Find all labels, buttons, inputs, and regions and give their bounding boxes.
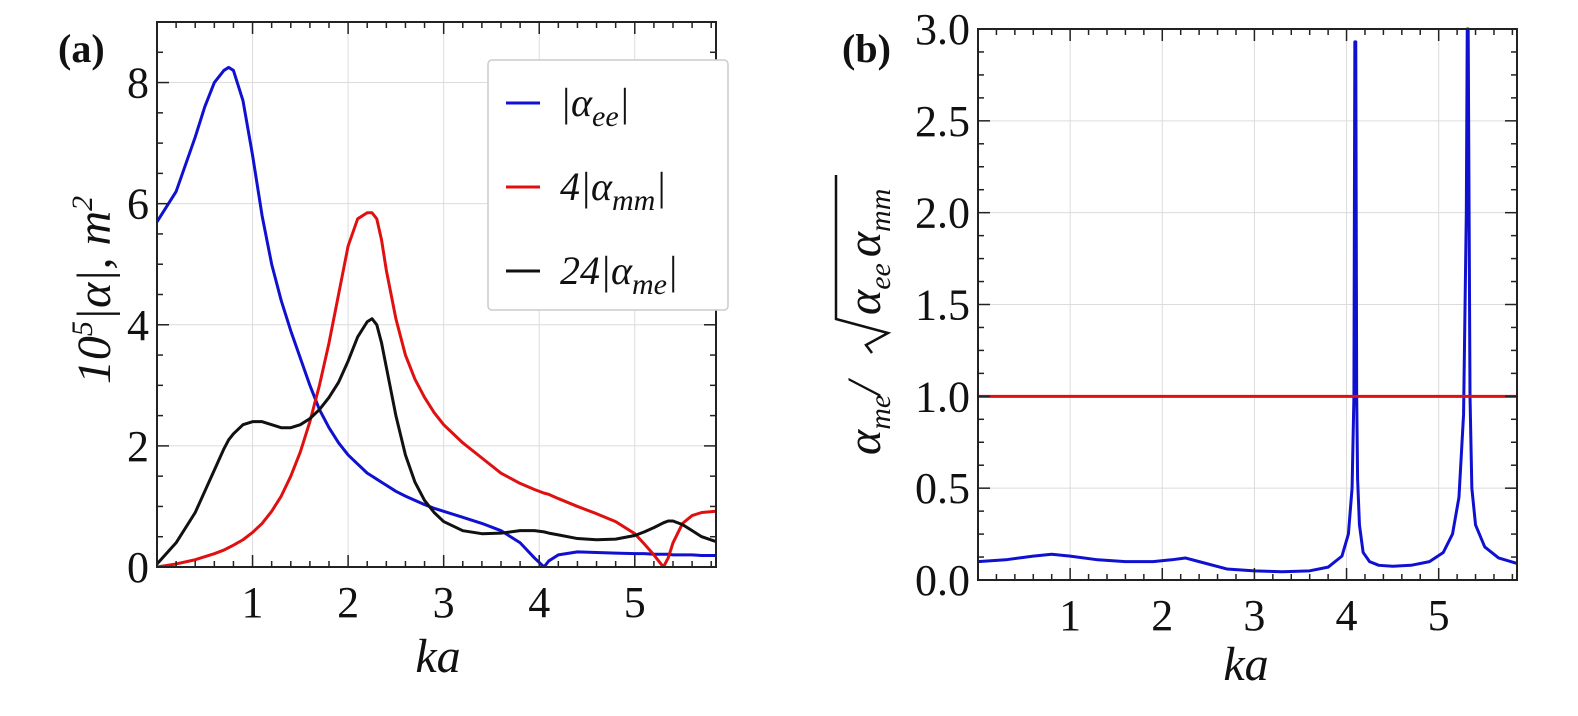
- series-group-a: [157, 65, 716, 567]
- series-group-b: [978, 27, 1517, 574]
- x-tick-label-4: 5: [624, 578, 646, 627]
- legend-entry-me: 24|αme|: [506, 248, 678, 301]
- y-tick-label-3: 6: [127, 180, 149, 229]
- ticks-b: [977, 28, 1517, 581]
- grid-b: [978, 28, 1517, 581]
- x-tick-label-3: 4: [528, 578, 550, 627]
- y-label-b-text: αme/: [838, 378, 897, 455]
- x-tick-label-2: 3: [1243, 591, 1265, 640]
- y-tick-label-3: 1.5: [915, 281, 970, 330]
- x-tick-label-1: 2: [337, 578, 359, 627]
- legend-label-me: 24|αme|: [560, 248, 678, 301]
- x-tick-label-4: 5: [1428, 591, 1450, 640]
- x-tick-label-1: 2: [1151, 591, 1173, 640]
- panel-label-a: (a): [58, 26, 105, 71]
- y-tick-label-2: 4: [127, 301, 149, 350]
- y-label-b-radicand: αeeαmm: [838, 189, 897, 315]
- series-line-a-2: [157, 317, 716, 565]
- y-axis-label-a: 105|α|, m2: [66, 196, 121, 384]
- y-tick-label-4: 2.0: [915, 189, 970, 238]
- legend-label-ee: |αee|: [560, 80, 630, 133]
- legend-label-mm: 4|αmm|: [560, 164, 666, 217]
- x-tick-label-0: 1: [242, 578, 264, 627]
- legend-a: |αee| 4|αmm| 24|αme|: [487, 59, 729, 311]
- series-line-a-1: [157, 211, 716, 567]
- y-axis-label-b: αme/ αeeαmm: [834, 175, 897, 455]
- y-tick-label-6: 3.0: [915, 5, 970, 54]
- legend-entry-mm: 4|αmm|: [506, 164, 666, 217]
- x-axis-label-a: ka: [415, 630, 460, 683]
- y-tick-label-1: 0.5: [915, 464, 970, 513]
- series-line-b-0: [978, 27, 1517, 574]
- tick-labels-b: 1 2 3 4 5 0.0 0.5 1.0 1.5 2.0 2.5 3.0: [915, 5, 1450, 640]
- sqrt-sign: [834, 175, 892, 354]
- panel-a: 1 2 3 4 5 0 2 4 6 8 (a) ka 105|α|, m2 |αee| 4|αmm…: [58, 21, 729, 683]
- y-tick-label-4: 8: [127, 59, 149, 108]
- ticks-a: [156, 21, 716, 568]
- y-tick-label-2: 1.0: [915, 372, 970, 421]
- y-tick-label-0: 0.0: [915, 556, 970, 605]
- y-tick-label-1: 2: [127, 422, 149, 471]
- x-tick-label-2: 3: [433, 578, 455, 627]
- panel-label-b: (b): [842, 26, 891, 71]
- y-tick-label-5: 2.5: [915, 97, 970, 146]
- legend-entry-ee: |αee|: [506, 80, 630, 133]
- legend-box: [487, 59, 729, 311]
- x-tick-label-3: 4: [1336, 591, 1358, 640]
- x-axis-label-b: ka: [1223, 638, 1268, 691]
- x-tick-label-0: 1: [1059, 591, 1081, 640]
- panel-b: 1 2 3 4 5 0.0 0.5 1.0 1.5 2.0 2.5 3.0 (b) ka αme/ α…: [834, 5, 1518, 691]
- series-line-a-0: [157, 65, 716, 567]
- y-tick-label-0: 0: [127, 543, 149, 592]
- tick-labels-a: 1 2 3 4 5 0 2 4 6 8: [127, 59, 646, 627]
